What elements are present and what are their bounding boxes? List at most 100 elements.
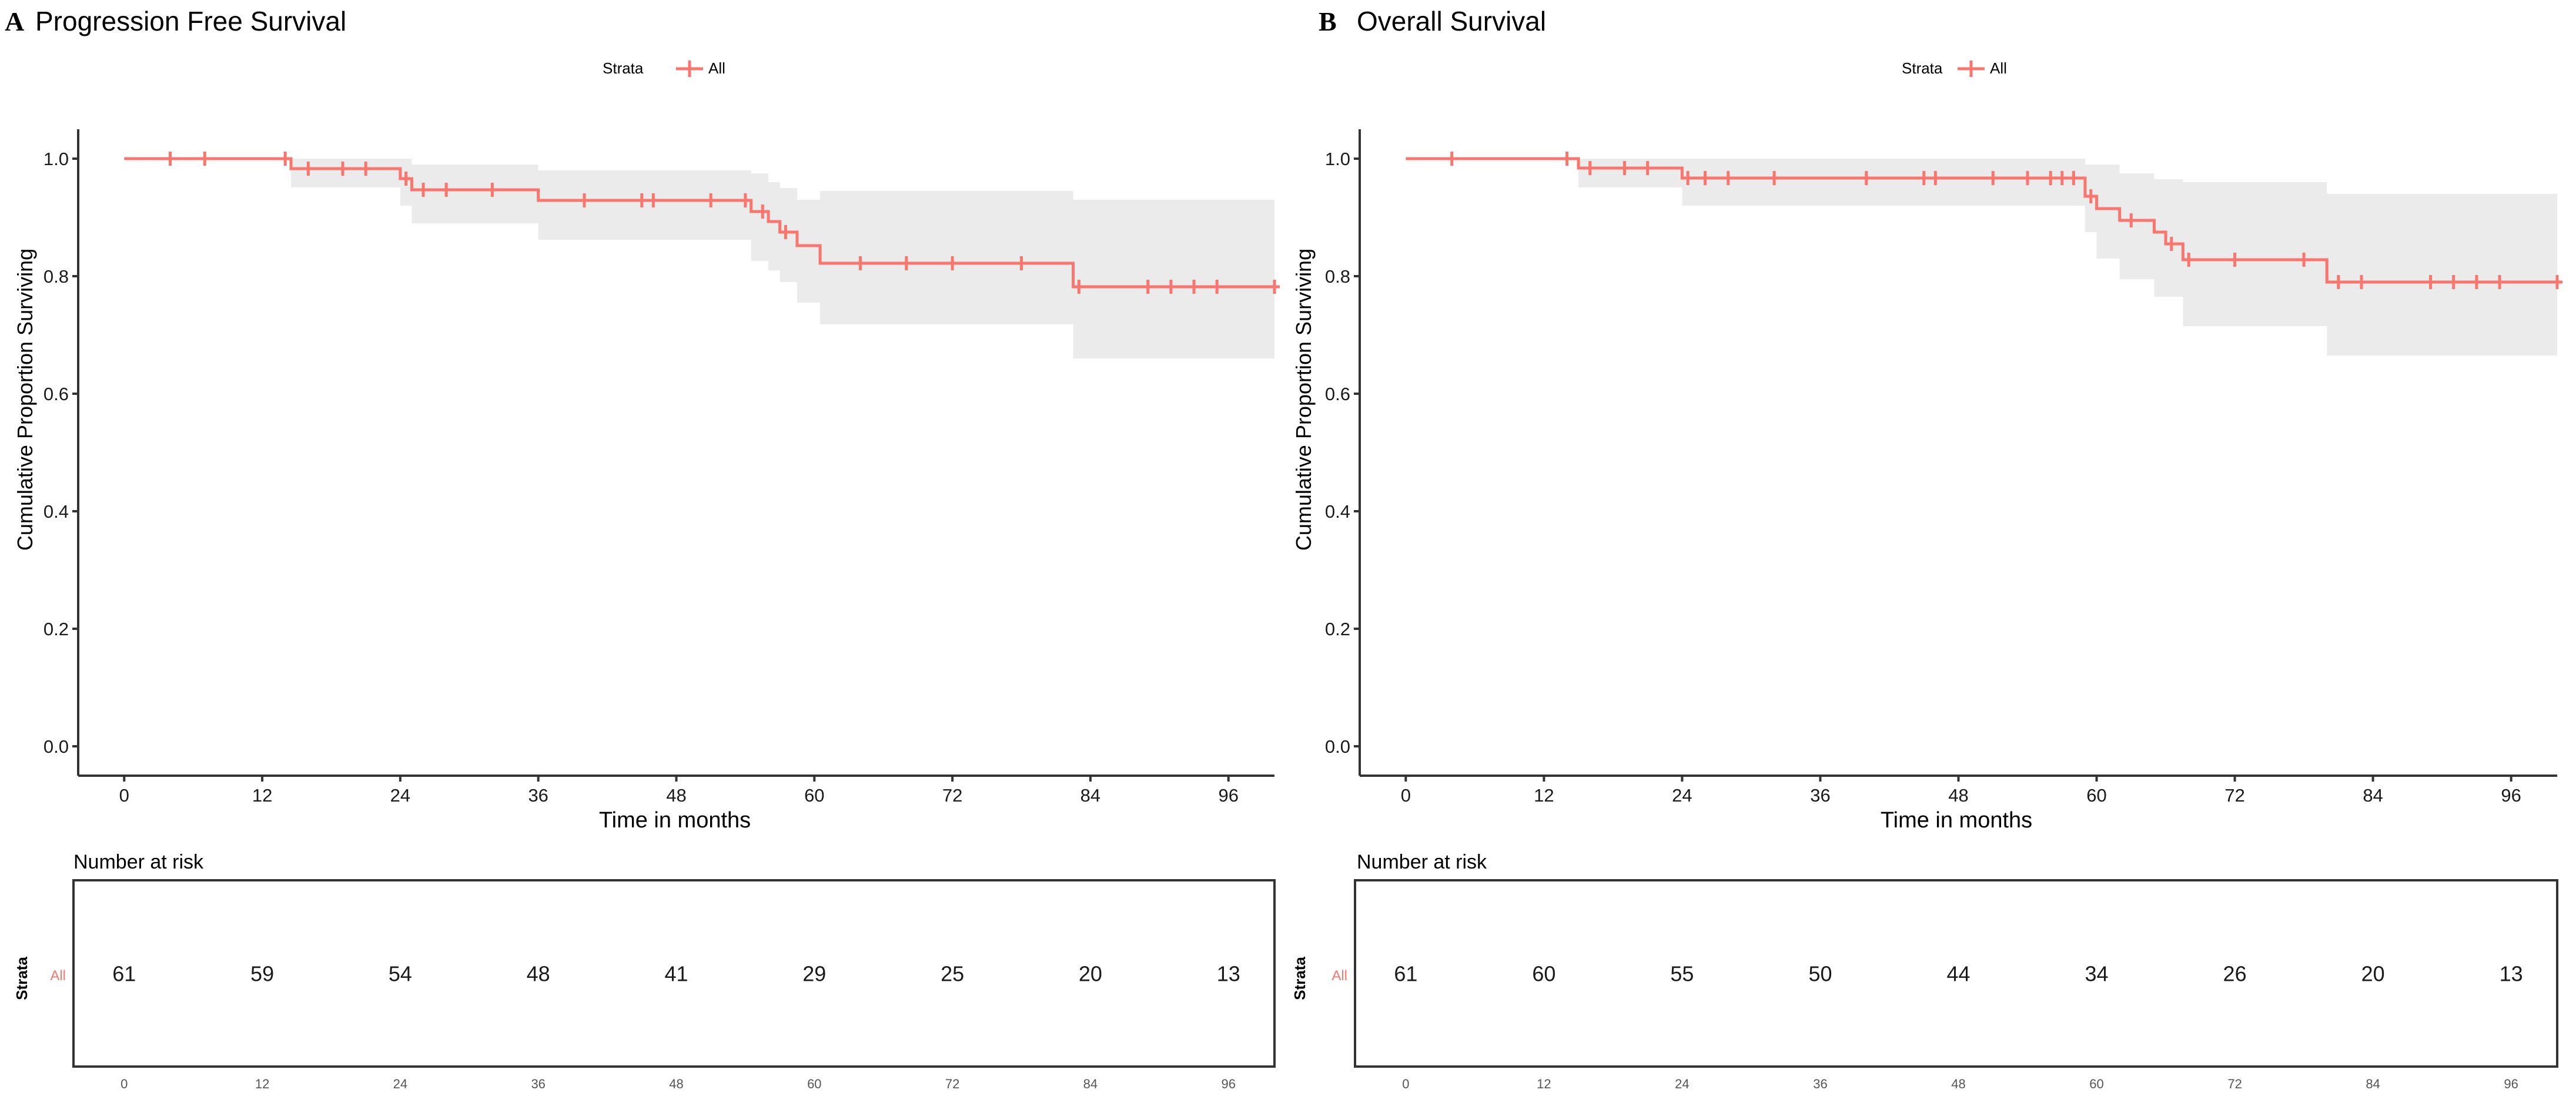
risk-x-tick-label: 72	[945, 1077, 959, 1091]
censor-mark	[303, 162, 314, 176]
censor-mark	[418, 183, 429, 197]
censor-mark	[1584, 161, 1595, 175]
censor-mark	[2166, 237, 2177, 251]
legend-label: All	[1990, 59, 2007, 77]
risk-count: 61	[112, 962, 136, 986]
risk-table-ylabel: Strata	[13, 957, 31, 1000]
risk-x-tick-label: 60	[807, 1077, 821, 1091]
y-tick-label: 0.8	[44, 266, 69, 287]
censor-mark	[400, 172, 412, 186]
censor-mark	[2085, 189, 2096, 203]
censor-mark	[2425, 275, 2436, 289]
risk-count: 29	[802, 962, 826, 986]
censor-mark	[2471, 275, 2482, 289]
censor-mark	[1700, 171, 1711, 185]
censor-mark	[165, 152, 176, 166]
censor-mark	[280, 152, 291, 166]
y-tick-label: 0.2	[44, 619, 69, 639]
risk-count: 48	[527, 962, 550, 986]
risk-strata-label: All	[50, 968, 66, 984]
x-axis-label: Time in months	[1881, 808, 2032, 833]
x-tick-label: 84	[2363, 785, 2383, 806]
legend-label: All	[708, 59, 725, 77]
censor-mark	[1446, 152, 1457, 166]
panel-a: A Progression Free Survival Strata All 0…	[5, 6, 1280, 1091]
censor-mark	[1930, 171, 1941, 185]
censor-mark	[780, 225, 791, 239]
risk-x-tick-label: 48	[1951, 1077, 1965, 1091]
censor-mark	[1682, 171, 1694, 185]
x-tick-label: 60	[804, 785, 824, 806]
x-tick-label: 96	[1218, 785, 1238, 806]
y-tick-label: 0.8	[1325, 266, 1350, 287]
x-tick-label: 72	[2224, 785, 2244, 806]
risk-x-tick-label: 84	[1083, 1077, 1098, 1091]
censor-mark	[487, 183, 498, 197]
risk-count: 41	[664, 962, 688, 986]
risk-x-tick-label: 0	[1402, 1077, 1409, 1091]
risk-x-tick-label: 96	[1221, 1077, 1235, 1091]
censor-mark	[1189, 280, 1200, 294]
x-tick-label: 48	[666, 785, 686, 806]
risk-x-tick-label: 36	[1813, 1077, 1827, 1091]
confidence-band	[124, 159, 1274, 358]
y-tick-label: 1.0	[44, 149, 69, 169]
x-tick-label: 12	[1534, 785, 1554, 806]
x-tick-label: 72	[942, 785, 962, 806]
y-axis-label: Cumulative Proportion Surviving	[13, 249, 37, 551]
censor-mark	[441, 183, 452, 197]
risk-count: 20	[2361, 962, 2385, 986]
risk-count: 44	[1946, 962, 1970, 986]
x-tick-label: 0	[119, 785, 129, 806]
censor-mark	[2056, 171, 2068, 185]
y-tick-label: 1.0	[1325, 149, 1350, 169]
y-tick-label: 0.4	[1325, 501, 1350, 522]
censor-mark	[1861, 171, 1872, 185]
risk-table: 61 0 60 12 55 24 50 36 44 48 34 60 26 72 20 84 13 96	[1354, 879, 2558, 1091]
censor-mark	[2045, 171, 2056, 185]
survival-plot: 0.0 0.2 0.4 0.6 0.8 1.0 0 12 24 36 48 60 72 84 96	[44, 129, 1280, 806]
risk-count: 59	[250, 962, 274, 986]
panel-title: Overall Survival	[1357, 6, 1546, 36]
censor-mark	[2333, 275, 2344, 289]
censor-mark	[648, 193, 659, 207]
x-tick-label: 12	[252, 785, 272, 806]
risk-strata-label: All	[1332, 968, 1347, 984]
x-tick-label: 84	[1080, 785, 1100, 806]
censor-mark	[1918, 171, 1929, 185]
x-tick-label: 48	[1948, 785, 1968, 806]
panel-letter: B	[1319, 6, 1337, 36]
censor-mark	[705, 193, 717, 207]
censor-mark	[337, 162, 349, 176]
risk-x-tick-label: 24	[393, 1077, 407, 1091]
censor-mark	[1165, 280, 1176, 294]
censor-mark	[2022, 171, 2033, 185]
censor-mark	[901, 256, 912, 270]
risk-x-tick-label: 0	[121, 1077, 128, 1091]
risk-x-tick-label: 48	[669, 1077, 683, 1091]
risk-table-ylabel: Strata	[1291, 957, 1309, 1000]
survival-curve-line	[1406, 157, 2557, 284]
y-tick-label: 0.0	[1325, 736, 1350, 757]
censor-mark	[2068, 171, 2079, 185]
y-tick-label: 0.0	[44, 736, 69, 757]
y-tick-label: 0.6	[44, 384, 69, 404]
x-tick-label: 24	[1672, 785, 1692, 806]
censor-mark	[1073, 280, 1085, 294]
censor-mark	[199, 152, 210, 166]
censor-mark	[2356, 275, 2367, 289]
censor-mark	[360, 162, 372, 176]
panel-b: B Overall Survival Strata All 0.00.20.40…	[1291, 6, 2562, 1091]
x-tick-label: 96	[2501, 785, 2521, 806]
risk-x-tick-label: 60	[2089, 1077, 2103, 1091]
risk-x-tick-label: 24	[1675, 1077, 1689, 1091]
risk-x-tick-label: 12	[255, 1077, 269, 1091]
risk-table-title: Number at risk	[1357, 851, 1487, 873]
risk-count: 61	[1394, 962, 1417, 986]
censor-mark	[1212, 280, 1223, 294]
censor-mark	[1642, 161, 1653, 175]
risk-table-frame	[1354, 879, 2558, 1068]
censor-mark	[1769, 171, 1780, 185]
censor-mark	[2183, 253, 2194, 267]
